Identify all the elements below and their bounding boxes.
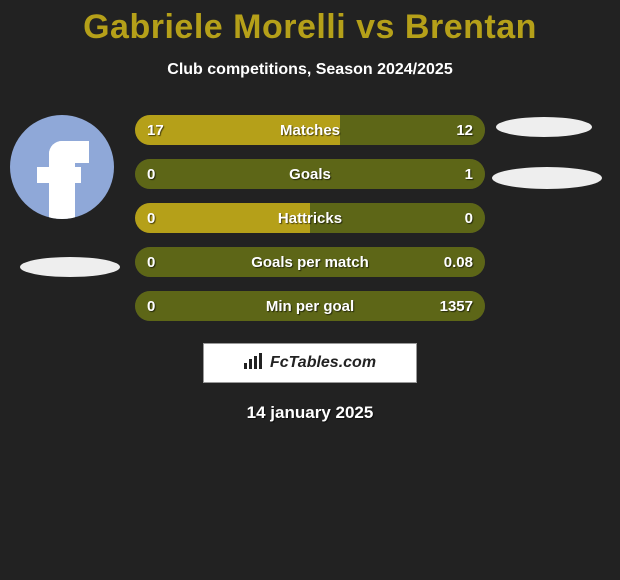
stat-value-right: 1357 — [440, 298, 473, 315]
comparison-card: Gabriele Morelli vs Brentan Club competi… — [0, 0, 620, 423]
stat-value-left: 0 — [147, 166, 155, 183]
stat-row: 17 Matches 12 — [135, 115, 485, 145]
stat-label: Hattricks — [278, 210, 342, 227]
avatar-placeholder-right-2 — [492, 167, 602, 189]
stat-row: 0 Min per goal 1357 — [135, 291, 485, 321]
stat-row: 0 Goals 1 — [135, 159, 485, 189]
avatar-shadow-left — [20, 257, 120, 277]
stats-area: 17 Matches 12 0 Goals 1 0 Hattricks 0 0 Goals per … — [0, 115, 620, 321]
chart-icon — [244, 353, 264, 374]
stat-row: 0 Goals per match 0.08 — [135, 247, 485, 277]
avatar-placeholder-right-1 — [496, 117, 592, 137]
facebook-icon — [10, 115, 114, 219]
attribution-badge[interactable]: FcTables.com — [203, 343, 417, 383]
stat-label: Matches — [280, 122, 340, 139]
page-title: Gabriele Morelli vs Brentan — [0, 8, 620, 47]
date-text: 14 january 2025 — [0, 403, 620, 423]
stat-value-right: 0 — [465, 210, 473, 227]
stat-value-left: 17 — [147, 122, 164, 139]
stat-row: 0 Hattricks 0 — [135, 203, 485, 233]
stat-value-left: 0 — [147, 254, 155, 271]
stat-label: Goals — [289, 166, 331, 183]
stat-value-left: 0 — [147, 210, 155, 227]
subtitle: Club competitions, Season 2024/2025 — [0, 61, 620, 79]
player-left-avatar — [10, 115, 114, 219]
stat-value-right: 1 — [465, 166, 473, 183]
stat-value-left: 0 — [147, 298, 155, 315]
stat-label: Min per goal — [266, 298, 354, 315]
stat-value-right: 0.08 — [444, 254, 473, 271]
stat-rows: 17 Matches 12 0 Goals 1 0 Hattricks 0 0 Goals per … — [135, 115, 485, 321]
attribution-text: FcTables.com — [270, 354, 376, 372]
stat-label: Goals per match — [251, 254, 369, 271]
stat-value-right: 12 — [456, 122, 473, 139]
